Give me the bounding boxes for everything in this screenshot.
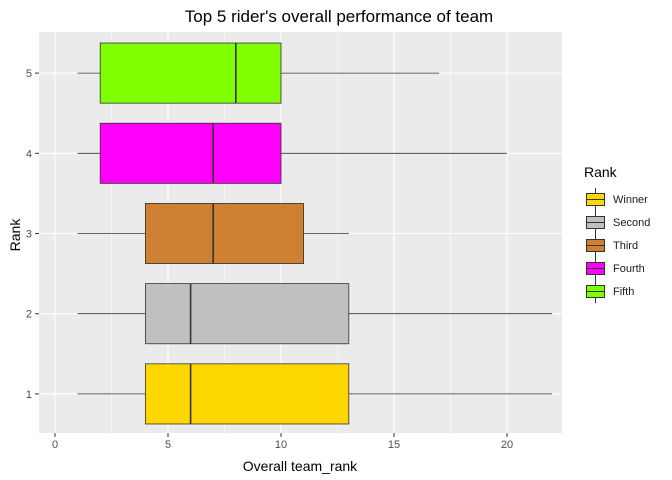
legend-label: Fifth: [613, 285, 635, 298]
legend-label: Fourth: [613, 262, 645, 275]
legend-item: Fifth: [584, 280, 650, 303]
legend-label: Second: [613, 216, 651, 229]
legend-key: [584, 280, 607, 303]
chart-title: Top 5 rider's overall performance of tea…: [185, 7, 493, 26]
x-tick-label: 15: [388, 439, 400, 451]
x-axis: 0 5 10 15 20: [52, 433, 513, 451]
x-tick-label: 20: [501, 439, 513, 451]
x-axis-label: Overall team_rank: [243, 458, 358, 474]
boxes: [77, 42, 553, 425]
legend-key: [584, 211, 607, 234]
legend-item: Winner: [584, 188, 650, 211]
box-iqr: [144, 363, 350, 425]
legend: Rank Winner Second Third Fourth Fifth: [584, 164, 650, 303]
legend-items: Winner Second Third Fourth Fifth: [584, 188, 650, 303]
box-second: [77, 283, 553, 345]
y-axis-label: Rank: [7, 218, 23, 252]
legend-label: Third: [613, 239, 639, 252]
legend-label: Winner: [613, 193, 648, 206]
legend-item: Second: [584, 211, 650, 234]
y-tick-label: 4: [26, 148, 32, 160]
box-iqr: [99, 122, 282, 184]
legend-key: [584, 188, 607, 211]
box-iqr: [144, 283, 350, 345]
box-third: [77, 203, 349, 264]
box-fifth: [77, 42, 440, 104]
y-tick-label: 2: [26, 309, 32, 321]
box-iqr: [144, 203, 304, 264]
x-tick-label: 10: [275, 439, 287, 451]
y-tick-label: 3: [26, 229, 32, 241]
y-tick-label: 1: [26, 389, 32, 401]
legend-key: [584, 257, 607, 280]
x-tick-label: 0: [52, 439, 58, 451]
box-fourth: [77, 122, 507, 184]
legend-key: [584, 234, 607, 257]
y-tick-label: 5: [26, 68, 32, 80]
box-winner: [77, 363, 553, 425]
legend-item: Third: [584, 234, 650, 257]
box-iqr: [99, 42, 282, 104]
y-axis: 1 2 3 4 5: [26, 68, 39, 401]
x-tick-label: 5: [165, 439, 171, 451]
legend-item: Fourth: [584, 257, 650, 280]
legend-title: Rank: [584, 164, 617, 180]
